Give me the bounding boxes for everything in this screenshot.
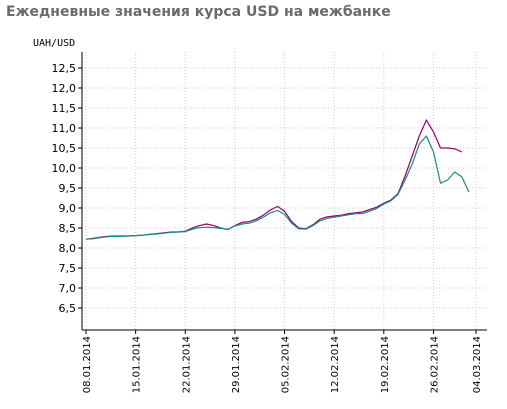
y-tick-label: 7,0 — [59, 282, 77, 295]
x-tick-label: 05.02.2014 — [281, 336, 292, 393]
x-tick-label: 08.01.2014 — [82, 336, 93, 393]
x-tick-label: 29.01.2014 — [231, 336, 242, 393]
y-tick-label: 7,5 — [59, 262, 77, 275]
y-tick-label: 11,0 — [52, 122, 77, 135]
y-tick-label: 6,5 — [59, 302, 77, 315]
y-tick-label: 9,5 — [59, 182, 77, 195]
y-tick-label: 10,0 — [52, 162, 77, 175]
x-tick-label: 12.02.2014 — [330, 336, 341, 393]
series-line-2 — [85, 135, 470, 240]
x-tick-label: 15.01.2014 — [132, 336, 143, 393]
y-tick-label: 11,5 — [52, 102, 77, 115]
y-tick-label: 9,0 — [59, 202, 77, 215]
y-tick-label: 12,5 — [52, 62, 77, 75]
y-tick-label: 10,5 — [52, 142, 77, 155]
y-axis-unit-label: UAH/USD — [33, 38, 76, 49]
x-tick-label: 19.02.2014 — [380, 336, 391, 393]
x-tick-label: 26.02.2014 — [429, 336, 440, 393]
y-tick-label: 8,0 — [59, 242, 77, 255]
x-tick-label: 04.03.2014 — [472, 336, 483, 393]
y-tick-label: 12,0 — [52, 82, 77, 95]
chart-title: Ежедневные значения курса USD на межбанк… — [6, 4, 391, 20]
y-tick-label: 8,5 — [59, 222, 77, 235]
x-tick-label: 22.01.2014 — [181, 336, 192, 393]
